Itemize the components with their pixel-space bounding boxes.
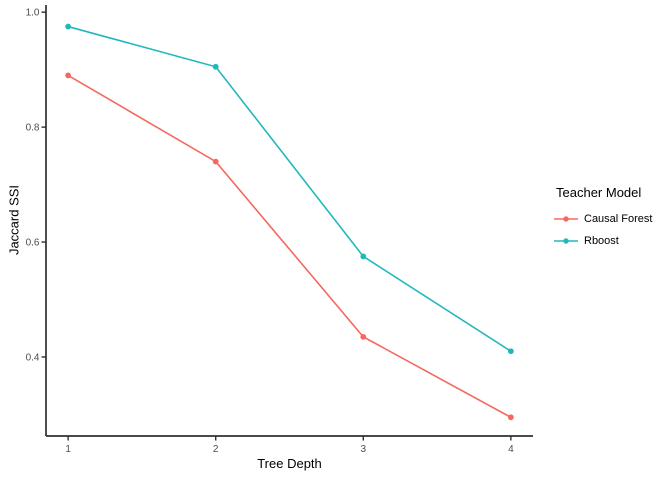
x-tick-label: 2 [213,444,219,455]
x-tick-label: 1 [65,444,71,455]
y-axis-title: Jaccard SSI [6,184,22,256]
data-point [360,253,367,260]
legend: Teacher Model Causal Forest Rboost [554,185,652,252]
data-point [65,72,72,79]
legend-entry-rboost: Rboost [554,230,652,252]
data-point [360,333,367,340]
y-tick-label: 0.6 [26,238,40,249]
data-point [212,158,219,165]
y-axis: 0.4 0.6 0.8 1.0 [26,5,47,436]
legend-entry-causal-forest: Causal Forest [554,208,652,230]
x-axis: 1 2 3 4 [46,435,533,455]
legend-key-icon [554,238,578,244]
series-line [67,25,512,352]
legend-entries: Causal Forest Rboost [554,208,652,252]
y-tick-label: 1.0 [26,8,40,19]
data-point [507,348,514,355]
legend-key-icon [554,216,578,222]
x-tick-label: 4 [508,444,514,455]
data-point [212,63,219,70]
series-causal-forest [65,72,514,421]
legend-entry-label: Causal Forest [584,213,653,225]
data-point [65,23,72,30]
y-tick-label: 0.4 [26,352,40,363]
legend-title: Teacher Model [556,185,642,200]
y-tick-label: 0.8 [26,123,40,134]
data-point [507,414,514,421]
x-axis-title: Tree Depth [257,456,322,471]
legend-entry-label: Rboost [584,235,619,247]
series-rboost [65,23,514,355]
series-line [67,74,512,419]
x-tick-label: 3 [361,444,367,455]
